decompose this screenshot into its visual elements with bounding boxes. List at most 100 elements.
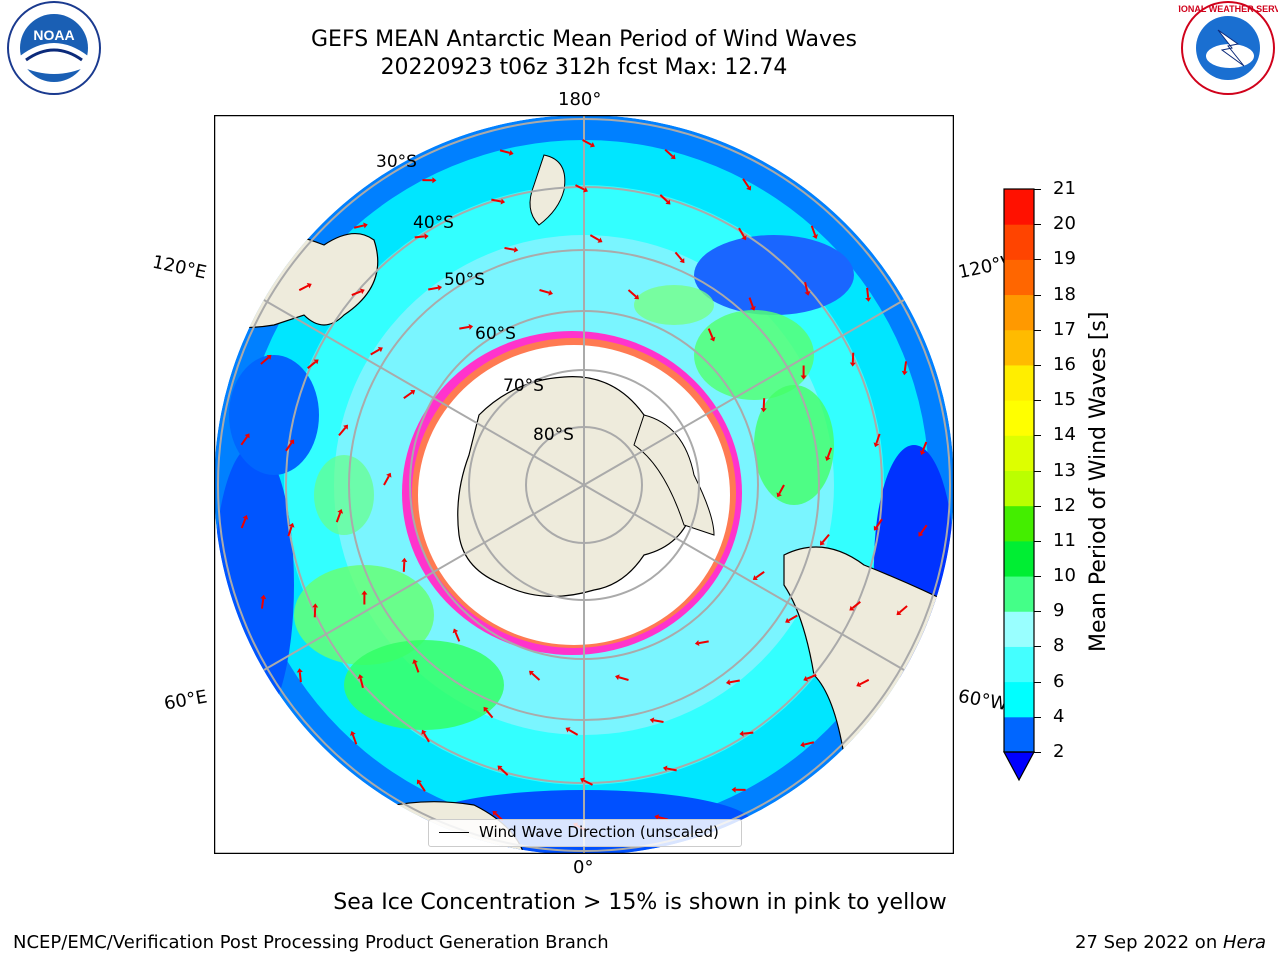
wind-wave-arrow	[666, 767, 677, 772]
wind-wave-arrowhead	[508, 149, 514, 156]
colorbar-bin	[1004, 259, 1034, 296]
colorbar-bin	[1004, 189, 1034, 225]
wind-wave-arrow	[810, 225, 817, 236]
wind-wave-arrowhead	[654, 814, 660, 821]
wind-wave-arrowhead	[401, 557, 408, 562]
wind-wave-arrow	[851, 601, 861, 609]
wind-wave-arrow	[821, 534, 830, 543]
colorbar-tick-label: 16	[1053, 353, 1076, 375]
wind-wave-arrowhead	[492, 810, 498, 816]
colorbar-tick-label: 6	[1053, 670, 1065, 692]
colorbar-bin	[1004, 540, 1034, 577]
wind-wave-arrow	[287, 526, 293, 537]
wind-wave-arrowhead	[800, 375, 807, 380]
wind-wave-arrowhead	[804, 291, 811, 296]
wind-wave-arrowhead	[363, 222, 368, 229]
colorbar-bin	[1004, 611, 1034, 647]
wind-wave-arrow	[338, 427, 347, 436]
wind-wave-arrowhead	[873, 442, 880, 448]
wind-wave-arrowhead	[468, 323, 474, 330]
colorbar-bin	[1004, 576, 1034, 612]
wind-wave-arrow	[778, 484, 785, 495]
wind-wave-arrow	[903, 361, 908, 372]
wind-wave-arrow	[755, 570, 765, 579]
wind-wave-arrowhead	[288, 522, 295, 528]
wind-wave-arrow	[921, 441, 928, 452]
wind-wave-arrowhead	[242, 514, 249, 520]
page-subtitle: 20220923 t06z 312h fcst Max: 12.74	[380, 55, 788, 80]
wind-wave-arrow	[618, 676, 629, 681]
colorbar-tick-label: 14	[1053, 424, 1076, 446]
wind-wave-arrowhead	[750, 306, 756, 311]
wind-wave-arrowhead	[312, 603, 319, 608]
wind-wave-arrow	[875, 518, 883, 528]
colorbar-tick-mark	[1034, 435, 1041, 437]
wind-wave-arrow	[531, 672, 541, 681]
wind-wave-arrow	[806, 674, 817, 680]
footer-left: NCEP/EMC/Verification Post Processing Pr…	[13, 932, 609, 953]
lat-label-40s: 40°S	[413, 213, 454, 233]
colorbar-bin	[1004, 400, 1034, 436]
nws-logo: NATIONAL WEATHER SERVICE	[1178, 1, 1278, 95]
wind-wave-arrow	[351, 290, 362, 296]
wind-wave-arrow	[664, 148, 674, 158]
wind-wave-arrowhead	[483, 706, 489, 712]
legend-label: Wind Wave Direction (unscaled)	[479, 823, 719, 841]
colorbar-tick-mark	[1034, 611, 1041, 613]
wind-wave-arrowhead	[665, 199, 671, 205]
colorbar-bin	[1004, 470, 1034, 507]
lat-label-80s: 80°S	[533, 425, 574, 445]
wind-wave-arrow	[804, 281, 809, 293]
lon-label-60e: 60°E	[162, 686, 209, 715]
wind-wave-arrow	[370, 348, 380, 356]
wind-wave-arrowhead	[337, 508, 344, 514]
wind-wave-arrowhead	[437, 284, 443, 291]
wind-wave-arrow	[240, 436, 248, 446]
wind-wave-arrow	[260, 356, 270, 365]
wind-wave-arrow	[898, 605, 908, 614]
wind-wave-arrow	[298, 284, 309, 292]
wind-wave-arrow	[627, 289, 637, 298]
wind-wave-arrow	[240, 518, 247, 529]
lon-label-180: 180°	[558, 89, 602, 110]
wind-wave-arrowhead	[497, 765, 503, 771]
map-frame	[214, 115, 954, 854]
lat-label-30s: 30°S	[376, 152, 417, 172]
lon-label-120e: 120°E	[150, 251, 209, 284]
wind-wave-arrowhead	[580, 777, 585, 784]
wind-wave-arrowhead	[662, 765, 668, 772]
wind-wave-arrowhead	[424, 233, 429, 240]
page-title: GEFS MEAN Antarctic Mean Period of Wind …	[311, 27, 857, 52]
wind-wave-arrows	[240, 139, 928, 831]
wind-wave-arrowhead	[849, 605, 855, 611]
wind-wave-arrowhead	[597, 237, 603, 243]
wind-wave-arrowhead	[725, 679, 731, 686]
wind-wave-arrowhead	[296, 668, 303, 673]
colorbar-tick-label: 20	[1053, 213, 1076, 235]
wind-wave-arrowhead	[361, 590, 368, 595]
wind-wave-arrow	[589, 234, 600, 241]
wind-wave-arrow	[499, 767, 509, 776]
lat-label-70s: 70°S	[503, 376, 544, 396]
wind-wave-arrowhead	[615, 674, 620, 681]
wind-wave-arrowhead	[919, 450, 926, 456]
wind-wave-arrowhead	[649, 717, 655, 724]
wind-wave-arrow	[499, 149, 510, 154]
wind-wave-arrowhead	[819, 540, 825, 546]
wind-wave-arrow	[920, 524, 928, 534]
antarctic-map	[214, 115, 954, 854]
wind-wave-arrowhead	[416, 779, 422, 785]
wind-wave-arrow	[826, 447, 833, 458]
wind-wave-arrowhead	[266, 354, 272, 360]
wind-wave-arrowhead	[752, 575, 758, 581]
colorbar-tick-mark	[1034, 294, 1041, 296]
wind-wave-arrow	[428, 286, 439, 291]
wind-wave-arrow	[575, 184, 585, 191]
colorbar-tick-mark	[1034, 189, 1041, 190]
wind-wave-arrowhead	[896, 610, 902, 616]
wind-wave-arrowhead	[760, 408, 767, 413]
lat-label-50s: 50°S	[444, 270, 485, 290]
wind-wave-arrowhead	[731, 786, 736, 793]
wind-wave-arrowhead	[849, 362, 856, 367]
colorbar-tick-mark	[1034, 364, 1041, 366]
